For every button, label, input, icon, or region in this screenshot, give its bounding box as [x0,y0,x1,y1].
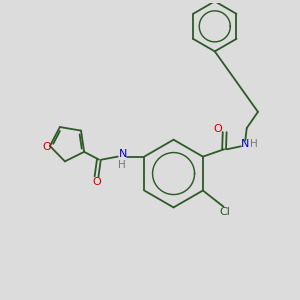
Text: H: H [250,139,258,149]
Text: N: N [241,139,250,149]
Text: N: N [119,149,127,159]
Text: O: O [214,124,223,134]
Text: H: H [118,160,126,170]
Text: O: O [42,142,51,152]
Text: O: O [93,177,101,187]
Text: Cl: Cl [220,207,230,217]
